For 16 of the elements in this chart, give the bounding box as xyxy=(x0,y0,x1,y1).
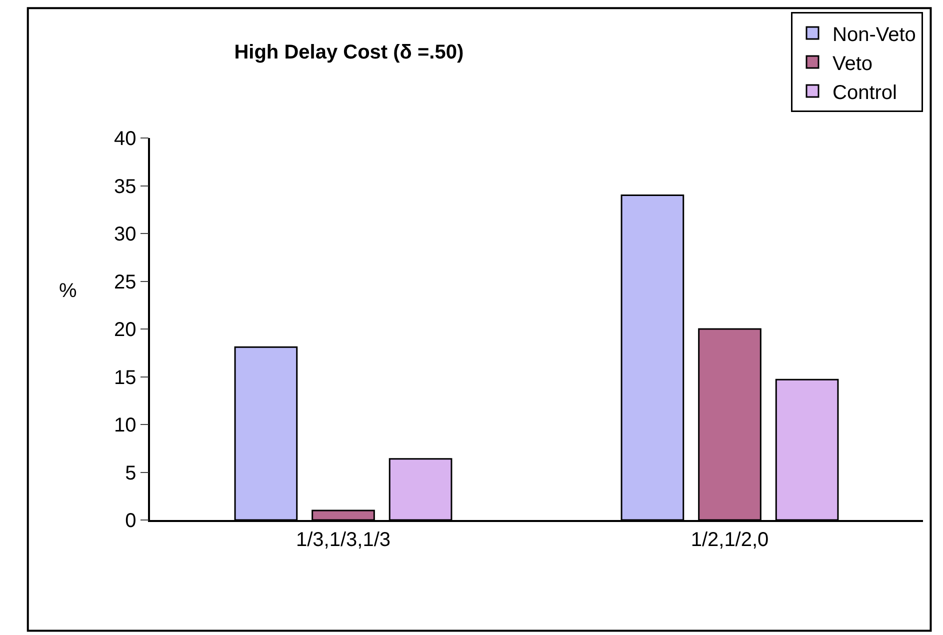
y-tick-label: 25 xyxy=(114,271,136,294)
y-tick-label: 15 xyxy=(114,366,136,389)
y-tick-label: 0 xyxy=(125,510,136,532)
y-tick-label: 20 xyxy=(114,319,136,341)
y-tick-label: 35 xyxy=(114,176,136,198)
y-axis-title: % xyxy=(59,280,77,302)
y-tick-label: 40 xyxy=(114,128,136,150)
legend-label: Non-Veto xyxy=(832,24,916,46)
x-tick-label: 1/2,1/2,0 xyxy=(690,528,769,551)
y-tick-label: 5 xyxy=(125,462,136,484)
chart-title: High Delay Cost (δ =.50) xyxy=(234,41,464,64)
x-tick-label: 1/3,1/3,1/3 xyxy=(296,528,391,551)
legend-label: Veto xyxy=(832,52,873,75)
y-tick-label: 30 xyxy=(114,224,136,246)
legend-label: Control xyxy=(832,82,897,104)
y-tick-label: 10 xyxy=(114,414,136,436)
